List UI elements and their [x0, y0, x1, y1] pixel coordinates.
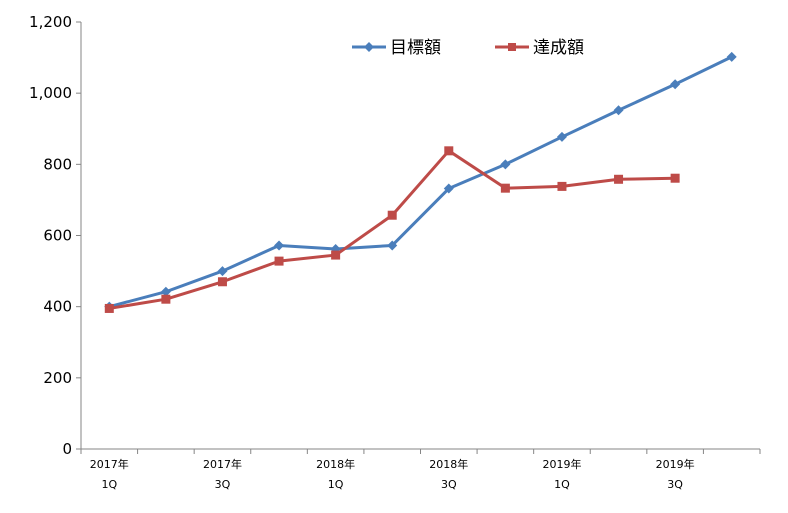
series-point-0: [556, 131, 567, 142]
y-tick-label: 400: [43, 298, 72, 316]
x-tick-label-year: 2018年: [316, 457, 355, 471]
legend-item-achieved: 達成額: [495, 38, 584, 58]
x-tick-label-quarter: 3Q: [215, 478, 231, 491]
series-point-1: [217, 277, 227, 287]
legend-marker-target: [364, 42, 374, 52]
y-tick-label: 200: [43, 369, 72, 387]
series-point-1: [104, 303, 114, 313]
series-point-1: [614, 174, 624, 184]
series-line-0: [108, 55, 733, 309]
series-point-0: [726, 51, 737, 62]
series-point-0: [387, 240, 398, 251]
y-ticks: 0 200 400 600 800 1,000 1,200: [29, 13, 81, 458]
series-layer: [104, 51, 737, 313]
legend-item-target: 目標額: [352, 38, 441, 58]
x-tick-label-quarter: 3Q: [441, 478, 457, 491]
series-point-0: [613, 105, 624, 116]
x-tick-label-year: 2018年: [429, 457, 468, 471]
series-point-1: [557, 181, 567, 191]
series-point-0: [217, 266, 228, 277]
series-point-0: [160, 286, 171, 297]
series-point-1: [274, 256, 284, 266]
x-tick-label-year: 2017年: [203, 457, 242, 471]
y-tick-label: 1,000: [29, 84, 72, 102]
y-tick-label: 800: [43, 155, 72, 173]
x-ticks: 2017年 1Q 2017年 3Q 2018年 1Q 2018年 3Q 2019年 1Q 2019年…: [80, 449, 761, 491]
x-tick-label-quarter: 1Q: [101, 478, 117, 491]
y-tick-label: 1,200: [29, 13, 72, 31]
series-point-0: [500, 159, 511, 170]
series-point-0: [670, 79, 681, 90]
legend-label-target: 目標額: [390, 38, 441, 58]
series-point-1: [161, 294, 171, 304]
x-tick-label-year: 2019年: [542, 457, 581, 471]
axes: [80, 22, 760, 450]
series-point-1: [670, 173, 680, 183]
series-line-1: [109, 149, 676, 310]
series-point-1: [444, 146, 454, 156]
series-point-1: [331, 250, 341, 260]
y-tick-label: 600: [43, 227, 72, 245]
x-tick-label-quarter: 1Q: [328, 478, 344, 491]
x-tick-label-quarter: 3Q: [667, 478, 683, 491]
legend: 目標額 達成額: [352, 38, 584, 58]
x-tick-label-quarter: 1Q: [554, 478, 570, 491]
series-point-1: [500, 183, 510, 193]
series-point-0: [274, 240, 285, 251]
y-tick-label: 0: [62, 440, 72, 458]
series-point-1: [387, 210, 397, 220]
x-tick-label-year: 2017年: [90, 457, 129, 471]
series-point-0: [443, 183, 454, 194]
x-tick-label-year: 2019年: [656, 457, 695, 471]
legend-label-achieved: 達成額: [533, 38, 584, 58]
legend-marker-achieved: [508, 43, 516, 51]
